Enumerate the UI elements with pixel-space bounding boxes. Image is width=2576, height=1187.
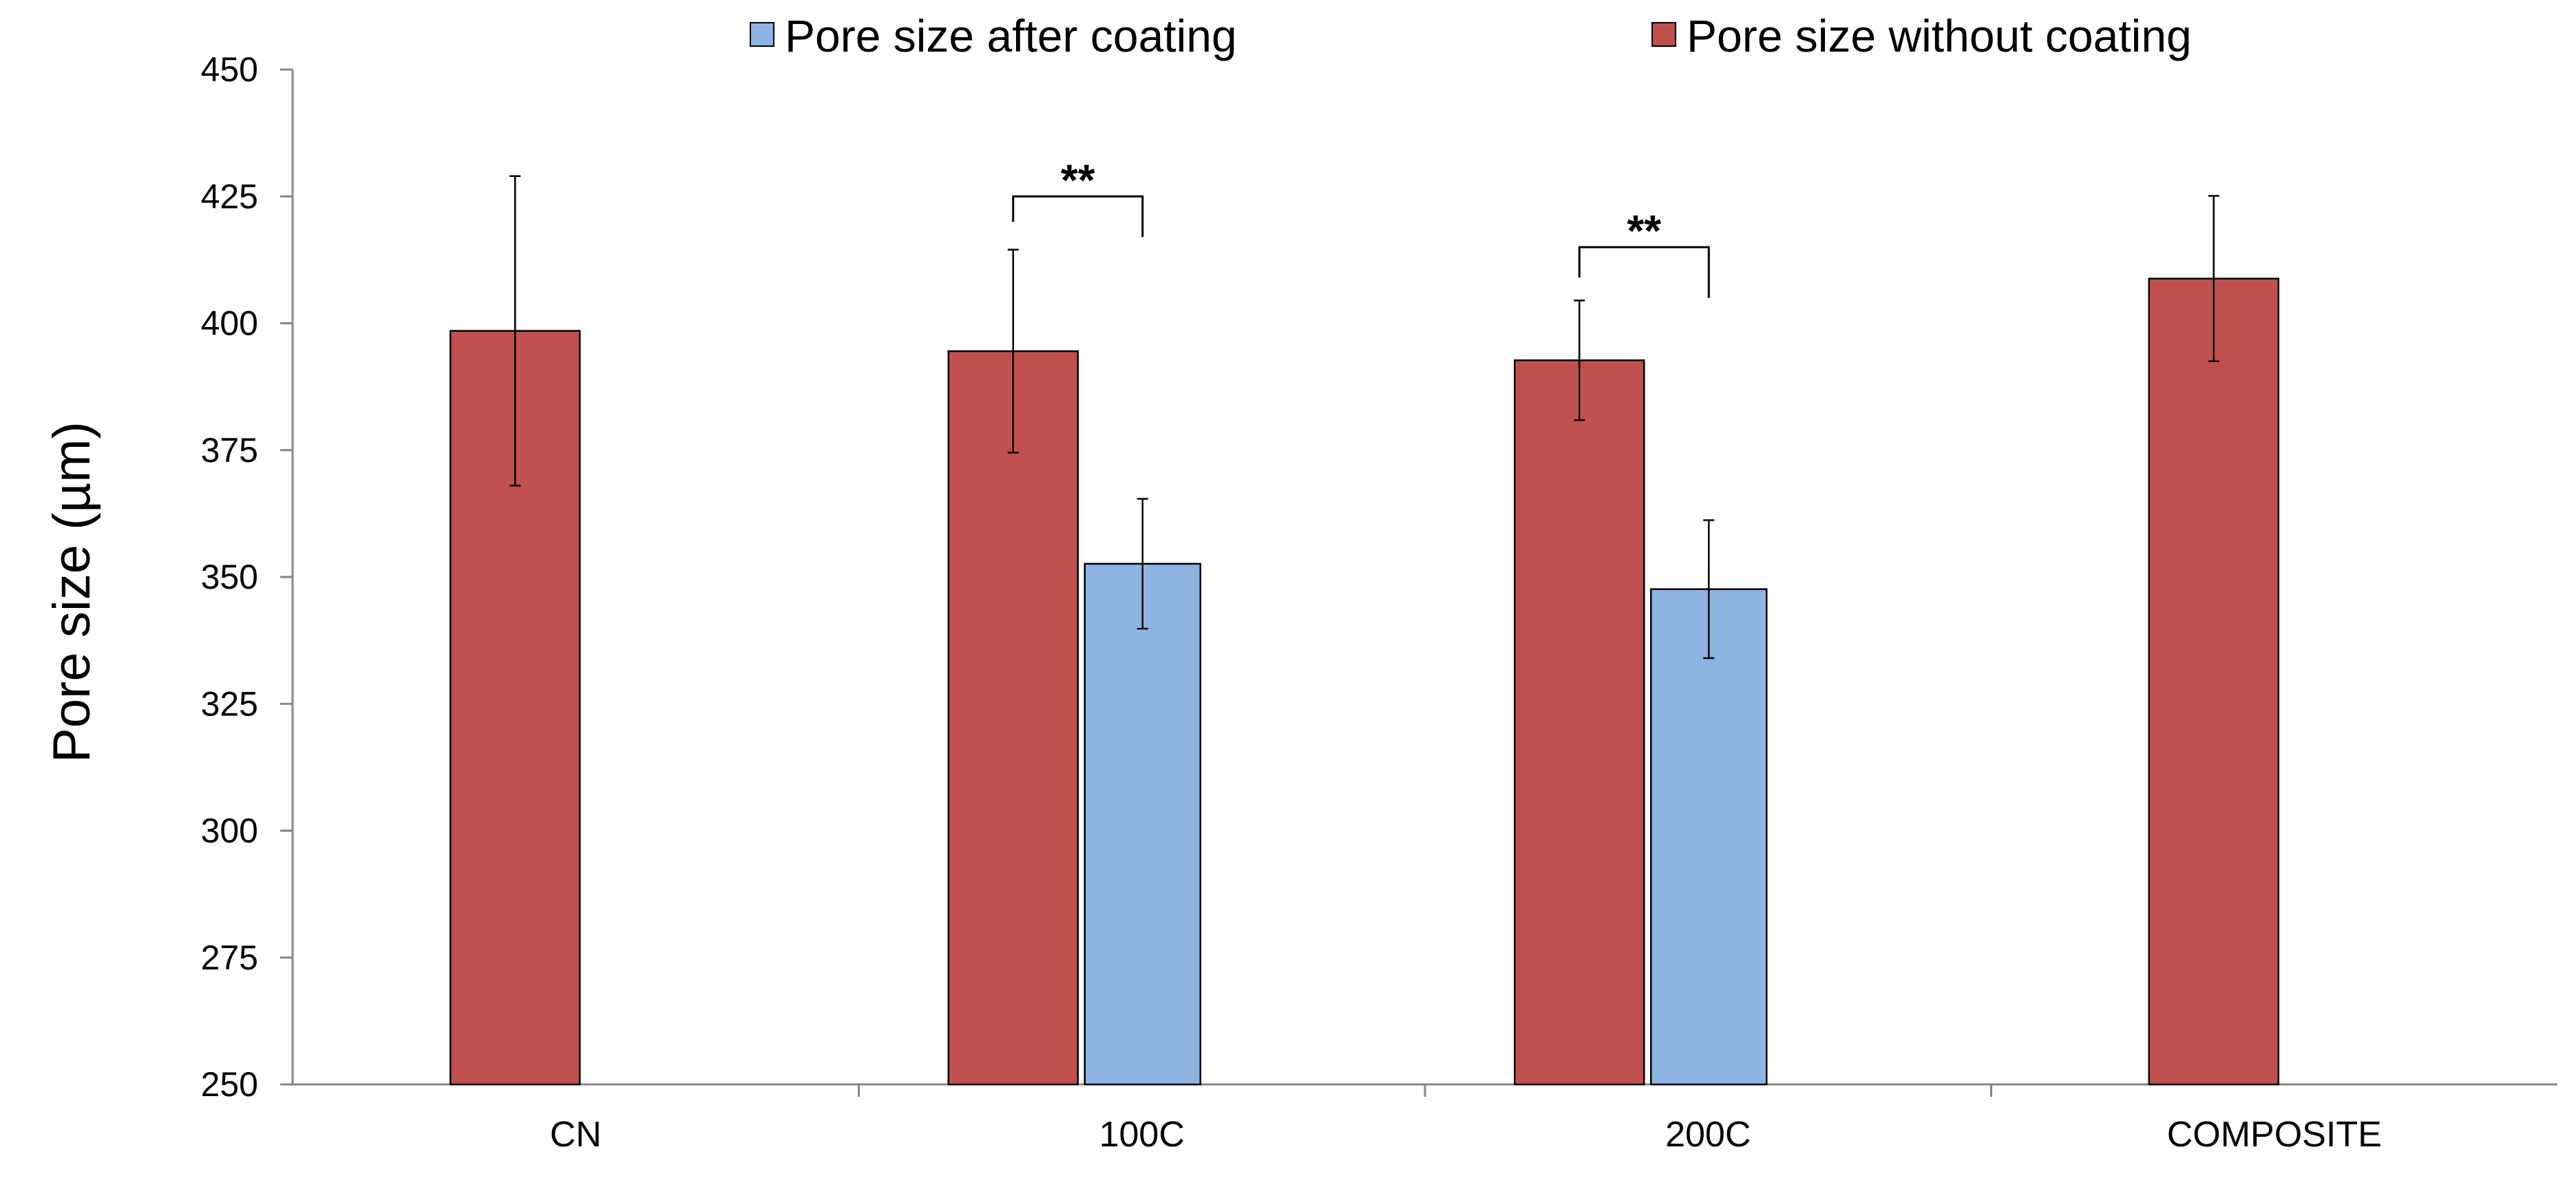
y-tick-label: 250 — [201, 1065, 258, 1104]
significance-bracket — [1012, 195, 1144, 238]
bar-without-coating-100c — [947, 350, 1079, 1086]
y-tick-label: 375 — [201, 431, 258, 470]
significance-label: ** — [1061, 155, 1095, 204]
legend-swatch-without-coating — [1651, 22, 1676, 47]
legend-swatch-after-coating — [750, 22, 774, 47]
bar-without-coating-composite — [2148, 277, 2279, 1086]
x-axis: CN 100C 200C COMPOSITE — [293, 1083, 2557, 1155]
significance-annotations: ** ** — [1012, 155, 1710, 298]
bar-without-coating-200c — [1514, 359, 1645, 1086]
y-tick-label: 425 — [201, 177, 258, 216]
significance-bracket — [1578, 246, 1710, 298]
y-axis: 250 275 300 325 350 375 400 425 450 — [201, 50, 294, 1104]
legend: Pore size after coating Pore size without… — [750, 10, 2192, 61]
bar-after-coating-200c — [1650, 588, 1768, 1086]
x-tick-label: 100C — [1099, 1115, 1185, 1155]
x-tick-label: 200C — [1665, 1115, 1751, 1155]
y-tick-label: 350 — [201, 558, 258, 596]
error-bars — [509, 175, 2219, 660]
legend-label-without-coating: Pore size without coating — [1687, 10, 2192, 61]
significance-label: ** — [1627, 206, 1661, 255]
y-tick-label: 300 — [201, 812, 258, 850]
x-tick-label: COMPOSITE — [2167, 1115, 2382, 1155]
y-tick-label: 275 — [201, 938, 258, 977]
y-tick-label: 450 — [201, 50, 258, 89]
x-tick-label: CN — [550, 1115, 602, 1155]
y-axis-title: Pore size (µm) — [43, 421, 101, 763]
bars — [450, 277, 2279, 1086]
legend-label-after-coating: Pore size after coating — [785, 10, 1237, 61]
y-tick-label: 325 — [201, 684, 258, 723]
bar-after-coating-100c — [1084, 563, 1201, 1086]
y-tick-label: 400 — [201, 304, 258, 343]
